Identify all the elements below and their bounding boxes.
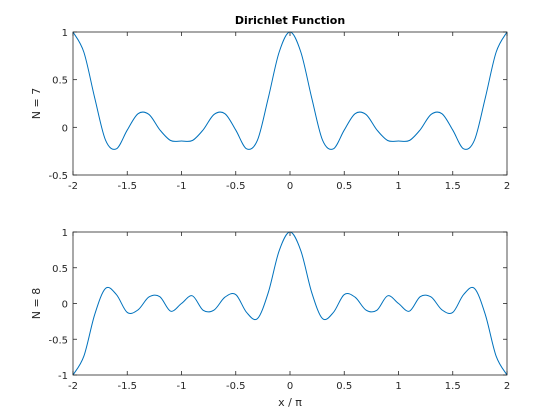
bottom-x-tick-labels: -2 -1.5 -1 -0.5 0 0.5 1 1.5 2 (68, 381, 510, 392)
top-plot-area (73, 32, 507, 175)
bottom-x-tick-label: -1.5 (117, 381, 137, 392)
bottom-y-tick-label: -1 (58, 371, 68, 382)
top-x-tick-label: -1 (177, 181, 187, 192)
bottom-y-tick-label: 0 (62, 300, 68, 311)
top-axes-box (72, 31, 508, 176)
top-y-tick-label: 1 (62, 28, 68, 39)
top-y-tick-label: -0.5 (48, 171, 68, 182)
bottom-x-tick-label: 2 (504, 381, 510, 392)
bottom-x-tick-label: -2 (68, 381, 78, 392)
bottom-y-tick-label: 1 (62, 228, 68, 239)
bottom-x-tick-label: 1.5 (445, 381, 461, 392)
bottom-y-axis-label: N = 8 (30, 288, 43, 319)
top-subplot: -2 -1.5 -1 -0.5 0 0.5 1 1.5 2 -0.5 0 0.5 1 Dirichle… (30, 14, 510, 192)
top-x-tick-label: 0.5 (336, 181, 352, 192)
top-x-tick-label: -0.5 (226, 181, 246, 192)
bottom-y-tick-labels: -1 -0.5 0 0.5 1 (48, 228, 68, 382)
bottom-x-tick-label: -0.5 (226, 381, 246, 392)
top-y-tick-label: 0 (62, 123, 68, 134)
top-x-tick-label: 1 (395, 181, 401, 192)
bottom-y-tick-label: 0.5 (52, 264, 68, 275)
x-axis-label: x / π (278, 396, 302, 409)
chart-title: Dirichlet Function (235, 14, 345, 27)
top-x-tick-label: -1.5 (117, 181, 137, 192)
top-x-tick-label: 0 (287, 181, 293, 192)
bottom-axes-box (72, 231, 508, 376)
top-x-tick-labels: -2 -1.5 -1 -0.5 0 0.5 1 1.5 2 (68, 181, 510, 192)
top-y-tick-label: 0.5 (52, 76, 68, 87)
bottom-plot-area (73, 232, 507, 375)
bottom-subplot: -2 -1.5 -1 -0.5 0 0.5 1 1.5 2 -1-0.500.51 N = 8 … (30, 228, 510, 409)
bottom-x-tick-label: -1 (177, 381, 187, 392)
bottom-x-tick-label: 1 (395, 381, 401, 392)
bottom-x-tick-label: 0.5 (336, 381, 352, 392)
top-y-axis-label: N = 7 (30, 88, 43, 119)
top-x-tick-label: -2 (68, 181, 78, 192)
bottom-x-tick-label: 0 (287, 381, 293, 392)
bottom-tick-marks (72, 231, 508, 376)
bottom-y-tick-label: -0.5 (48, 335, 68, 346)
top-x-tick-label: 1.5 (445, 181, 461, 192)
top-y-tick-labels: -0.5 0 0.5 1 (48, 28, 68, 182)
top-x-tick-label: 2 (504, 181, 510, 192)
